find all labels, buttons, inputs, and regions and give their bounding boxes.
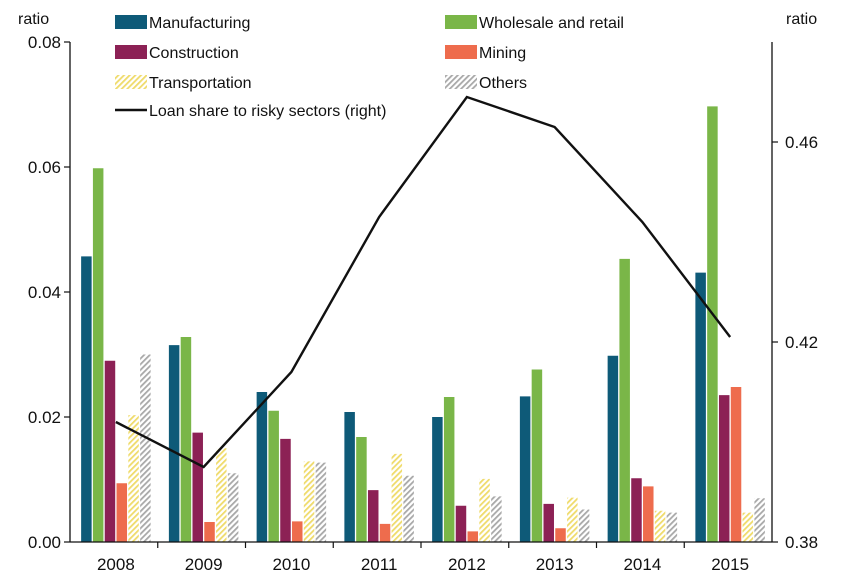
right-tick-label: 0.46 [785,133,818,152]
bar-manufacturing-2015 [695,272,706,543]
left-tick-label: 0.02 [28,408,61,427]
bar-wholesale-and-retail-2008 [92,168,104,542]
bar-manufacturing-2011 [344,412,355,542]
bar-mining-2011 [379,523,391,543]
bar-wholesale-and-retail-2009 [180,337,192,542]
bar-others-2011 [403,475,414,542]
legend-swatch-manufacturing [115,15,147,29]
legend: Manufacturing Wholesale and retail Constru… [115,15,624,120]
bar-mining-2014 [643,486,654,543]
bar-construction-2008 [104,360,116,542]
right-tick-label: 0.42 [785,333,818,352]
bar-manufacturing-2014 [607,355,619,542]
bar-wholesale-and-retail-2014 [619,258,630,543]
x-tick-label: 2009 [185,555,223,574]
bar-others-2008 [140,354,151,542]
bar-transportation-2015 [742,512,754,543]
bars-layer [81,106,765,543]
x-tick-label: 2011 [361,555,398,574]
bar-mining-2009 [204,522,215,542]
bar-transportation-2014 [654,510,666,542]
bar-construction-2015 [718,395,730,543]
legend-swatch-mining [445,45,477,59]
bar-transportation-2010 [303,461,315,543]
x-tick-label: 2010 [272,555,310,574]
x-tick-label: 2014 [623,555,661,574]
bar-wholesale-and-retail-2015 [707,106,718,543]
legend-label-others: Others [479,75,527,92]
bar-construction-2013 [543,503,554,543]
bar-transportation-2012 [479,478,490,543]
bar-mining-2012 [467,531,479,543]
legend-swatch-transportation [115,75,147,89]
bar-manufacturing-2010 [256,392,268,542]
bar-others-2015 [754,498,765,542]
bar-transportation-2011 [391,453,403,543]
line-layer [115,95,732,469]
legend-label-manufacturing: Manufacturing [149,15,250,32]
bar-mining-2015 [730,387,742,542]
legend-swatch-wholesale-and-retail [445,15,477,29]
left-tick-label: 0.06 [28,158,61,177]
bar-construction-2010 [280,438,291,543]
bar-wholesale-and-retail-2013 [531,369,543,542]
legend-label-loan-share-to-risky-sectors-right: Loan share to risky sectors (right) [149,103,386,120]
bar-others-2010 [315,462,327,543]
bar-manufacturing-2008 [81,256,92,542]
left-tick-label: 0.04 [28,283,61,302]
bar-wholesale-and-retail-2010 [268,410,279,542]
bar-others-2012 [491,496,502,543]
legend-swatch-others [445,75,477,89]
line-loan-share-to-risky-sectors-right [115,95,732,469]
left-axis-label: ratio [18,11,49,28]
bar-others-2014 [666,512,678,543]
bar-transportation-2008 [128,415,139,543]
bar-mining-2010 [292,521,303,543]
legend-label-wholesale-and-retail: Wholesale and retail [479,15,624,32]
bar-manufacturing-2009 [168,345,180,543]
bar-construction-2011 [367,490,379,543]
bar-wholesale-and-retail-2011 [356,437,367,542]
legend-label-mining: Mining [479,45,526,62]
right-tick-label: 0.38 [785,533,818,552]
left-tick-label: 0.00 [28,533,61,552]
left-tick-label: 0.08 [28,33,61,52]
bar-manufacturing-2012 [432,417,443,542]
x-tick-label: 2013 [536,555,574,574]
x-tick-label: 2008 [97,555,135,574]
bar-wholesale-and-retail-2012 [443,397,455,542]
right-axis-label: ratio [786,11,817,28]
bar-transportation-2009 [216,448,227,542]
bar-manufacturing-2013 [519,396,531,543]
legend-label-transportation: Transportation [149,75,252,92]
bar-construction-2009 [192,432,203,543]
bar-transportation-2013 [567,497,578,543]
x-tick-label: 2015 [711,555,749,574]
bar-construction-2014 [631,478,642,542]
bar-others-2013 [578,509,590,542]
axes-layer: 0.00 0.02 0.04 0.06 0.08 0.38 0.42 0.46 2008 2009… [18,11,818,574]
x-tick-label: 2012 [448,555,486,574]
bar-others-2009 [227,473,239,542]
bar-construction-2012 [455,505,467,542]
bar-mining-2008 [116,483,128,542]
legend-label-construction: Construction [149,45,239,62]
bar-mining-2013 [555,528,566,542]
legend-swatch-construction [115,45,147,59]
